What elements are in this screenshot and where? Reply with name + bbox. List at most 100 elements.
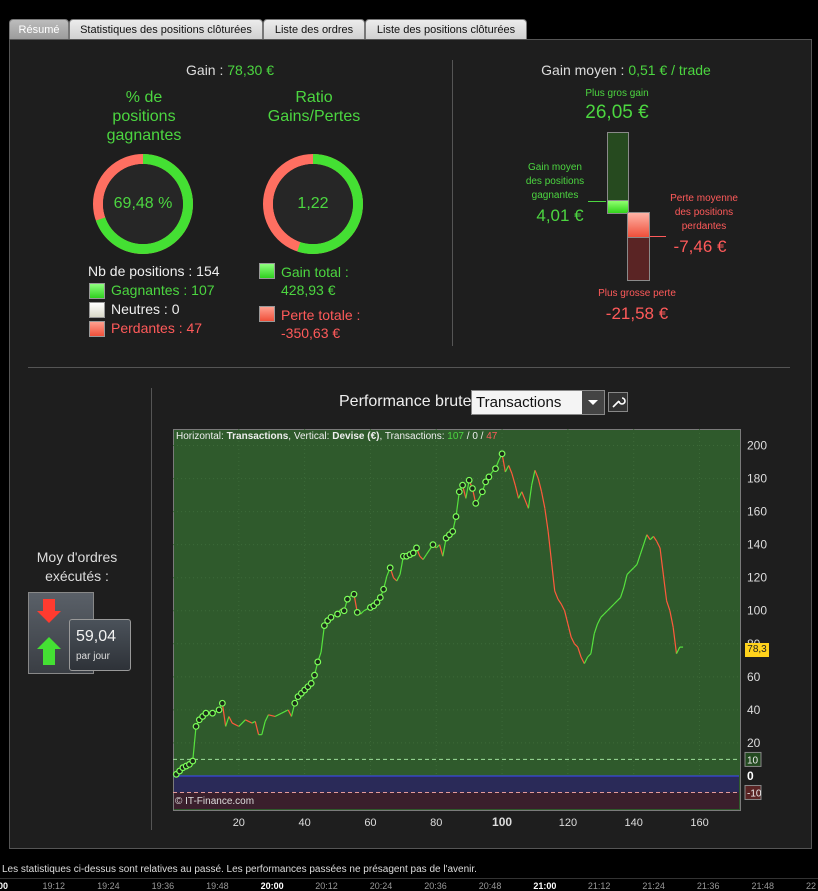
data-point	[472, 499, 480, 507]
ref-value-label: -10	[747, 788, 762, 799]
y-tick-label: 60	[747, 670, 761, 684]
series-segment	[603, 610, 608, 615]
biggest-loss-label: Plus grosse perte	[598, 288, 676, 299]
data-point	[218, 699, 226, 707]
ratio-donut	[263, 154, 363, 254]
series-segment	[554, 590, 559, 600]
vertical-divider	[452, 60, 453, 346]
loss-total: Perte totale : -350,63 €	[281, 307, 361, 341]
y-tick-label: 20	[747, 736, 761, 750]
series-segment	[264, 714, 269, 722]
data-point	[492, 465, 499, 473]
gain-total-swatch	[259, 263, 275, 279]
series-segment	[517, 491, 523, 499]
winners-swatch	[89, 283, 105, 299]
y-tick-label: 160	[747, 505, 767, 519]
tab-closed-position-stats[interactable]: Statistiques des positions clôturées	[69, 19, 263, 40]
series-segment	[438, 544, 444, 557]
series-segment	[574, 643, 579, 648]
loss-total-swatch	[259, 306, 275, 322]
timeline-label: 19:36	[151, 881, 175, 891]
avg-loss-arrow	[650, 236, 666, 237]
timeline-label: 22	[806, 881, 817, 891]
series-segment	[508, 465, 513, 474]
wrench-icon	[612, 397, 626, 408]
series-segment	[225, 716, 230, 727]
series-segment	[560, 603, 566, 612]
series-segment	[425, 549, 431, 555]
biggest-loss-value: -21,58 €	[605, 304, 669, 323]
settings-button[interactable]	[608, 392, 628, 412]
perf-select[interactable]: Transactions	[471, 390, 605, 415]
timeline-label: 20:24	[369, 881, 393, 891]
winners-count: Gagnantes : 107	[111, 282, 215, 298]
up-down-arrows-icon	[37, 599, 61, 665]
series-segment	[652, 536, 658, 542]
winning-pct-donut	[93, 154, 193, 254]
series-segment	[626, 570, 631, 575]
series-segment	[567, 623, 572, 638]
series-segment	[524, 499, 529, 509]
series-segment	[606, 607, 612, 612]
series-segment	[221, 703, 227, 727]
timeline-bar	[0, 878, 818, 891]
series-segment	[514, 485, 520, 499]
avg-win-label: Gain moyen des positions gagnantes	[525, 162, 585, 201]
series-segment	[544, 508, 549, 532]
donut-win-segment	[93, 154, 193, 254]
timeline-label: 20:48	[478, 881, 502, 891]
orders-value: 59,04	[76, 628, 117, 645]
data-point	[320, 622, 328, 630]
series-segment	[254, 721, 260, 735]
series-segment	[511, 473, 516, 486]
series-segment	[521, 491, 526, 501]
orders-title: Moy d'ordres exécutés :	[36, 549, 118, 584]
tab-closed-position-list[interactable]: Liste des positions clôturées	[365, 19, 527, 40]
timeline-label: 21:12	[587, 881, 611, 891]
series-segment	[659, 547, 664, 575]
series-segment	[550, 561, 556, 591]
series-segment	[616, 597, 621, 602]
x-tick-label: 60	[364, 817, 376, 829]
series-segment	[435, 544, 440, 549]
data-point	[350, 590, 358, 598]
y-tick-label: 140	[747, 538, 767, 552]
series-segment	[547, 531, 553, 562]
y-tick-label: 0	[747, 769, 754, 783]
x-tick-label: 80	[430, 817, 442, 829]
avg-gain-title: Gain moyen : 0,51 € / trade	[541, 62, 711, 78]
avg-win-bar	[607, 200, 629, 214]
donut-gain-segment	[263, 154, 363, 254]
series-segment	[268, 714, 276, 718]
horizontal-divider	[28, 367, 790, 368]
data-point	[482, 478, 490, 486]
series-segment	[531, 470, 536, 486]
series-segment	[231, 722, 240, 727]
data-point	[498, 450, 506, 458]
biggest-gain-value: 26,05 €	[585, 102, 649, 123]
dropdown-button[interactable]	[582, 391, 604, 414]
timeline-label: 21:24	[642, 881, 665, 891]
perf-label: Performance brute	[339, 393, 472, 410]
series-segment	[504, 465, 510, 473]
tab-order-list[interactable]: Liste des ordres	[263, 19, 365, 40]
series-segment	[639, 544, 645, 555]
tab-resume[interactable]: Résumé	[9, 19, 69, 40]
series-segment	[287, 709, 293, 717]
disclaimer: Les statistiques ci-dessus sont relative…	[2, 864, 477, 875]
series-segment	[656, 541, 661, 549]
chart-header: Horizontal: Transactions, Vertical: Devi…	[176, 431, 498, 442]
y-tick-label: 180	[747, 472, 767, 486]
series-segment	[540, 491, 546, 509]
losers-count: Perdantes : 47	[111, 320, 203, 336]
data-point	[485, 473, 493, 481]
series-segment	[672, 627, 678, 654]
timeline: 0:00 19:12 19:24 19:36 19:48 20:00 20:12 20:24 2…	[0, 880, 818, 891]
x-tick-label: 160	[690, 817, 708, 829]
perf-select-value: Transactions	[476, 394, 562, 411]
ratio-value: 1,22	[297, 195, 329, 212]
x-tick-label: 100	[492, 815, 512, 829]
winning-pct-value: 69,48 %	[113, 195, 173, 212]
series-segment	[587, 653, 592, 658]
